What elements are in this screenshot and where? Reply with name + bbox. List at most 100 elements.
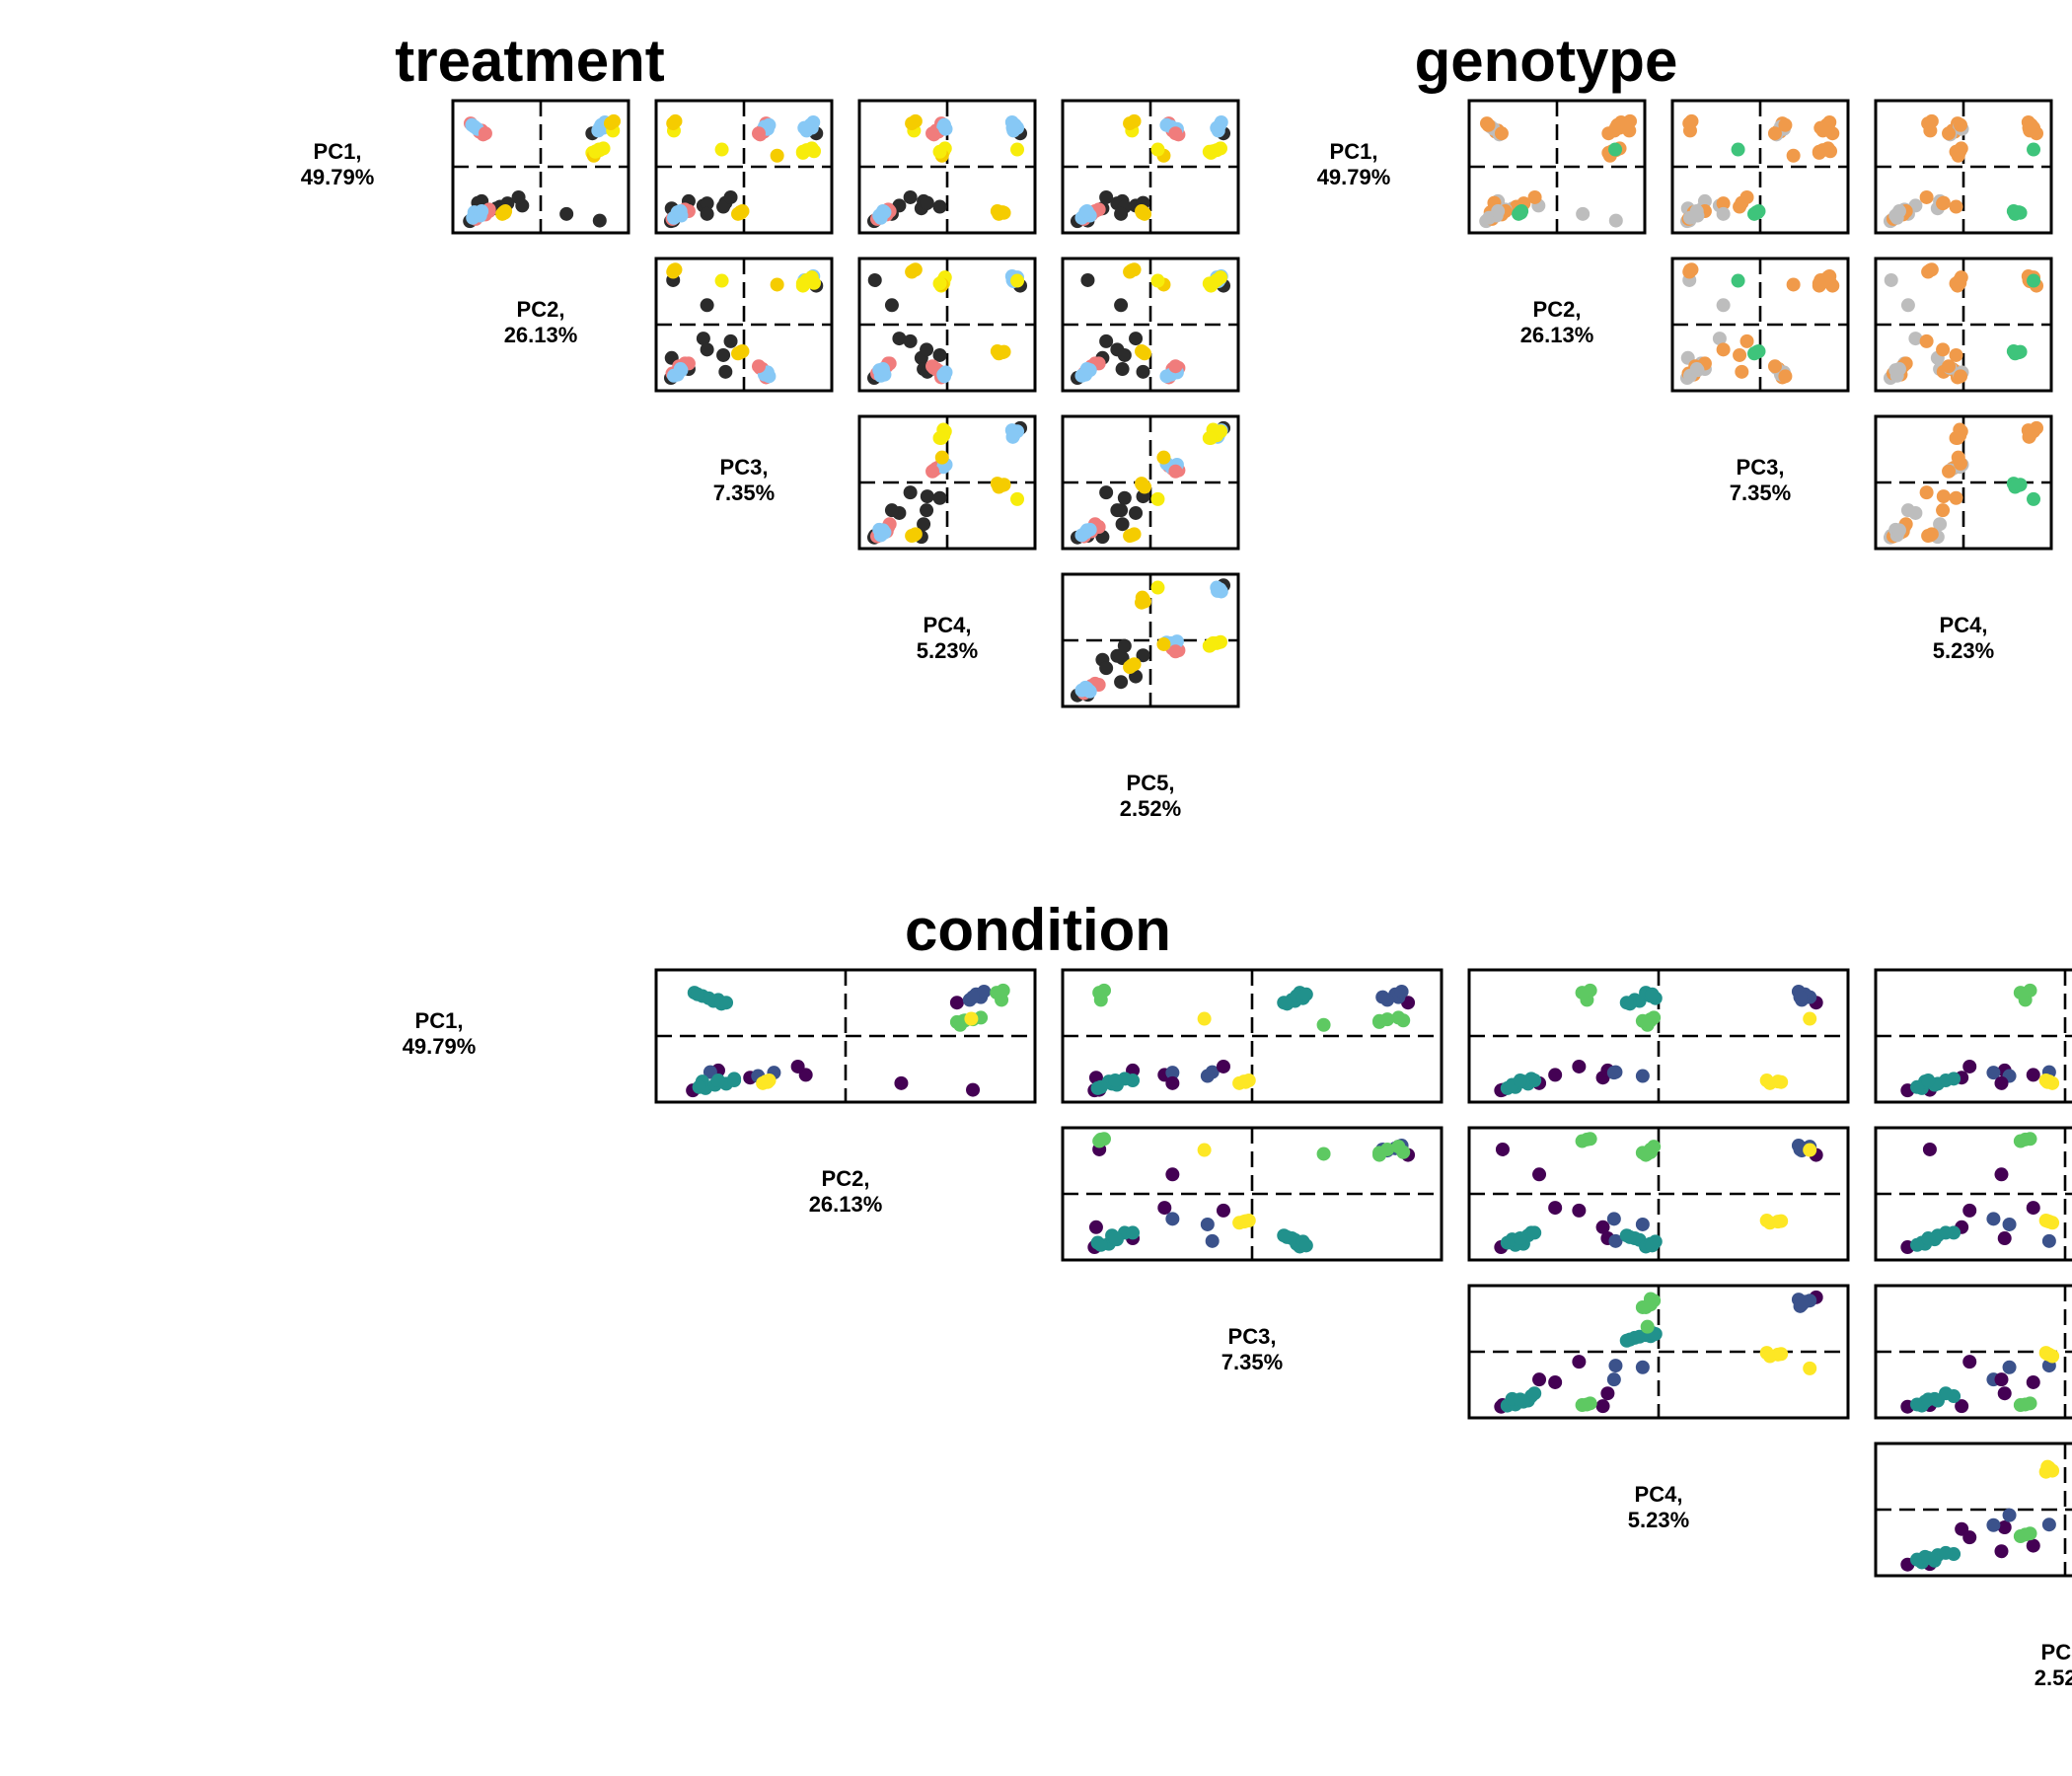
data-point (1645, 987, 1660, 1001)
subplot-pc5-vs-pc1 (1874, 968, 2072, 1104)
data-point (949, 996, 964, 1010)
subplot-pc4-vs-pc1 (857, 99, 1037, 235)
data-point (1962, 1059, 1977, 1073)
subplot-pc4-vs-pc3 (1467, 1284, 1850, 1420)
data-point (977, 984, 992, 999)
subplot-frame (1670, 99, 1850, 235)
data-point (1165, 1167, 1180, 1182)
data-point (996, 983, 1010, 998)
data-point (1939, 1225, 1954, 1240)
data-point (1762, 1075, 1777, 1090)
pc-label: PC2, 26.13% (504, 297, 578, 347)
data-point (2040, 1214, 2055, 1228)
pc-label-name: PC1, (1330, 139, 1378, 164)
subplot-pc5-vs-pc3 (1061, 414, 1240, 551)
data-point (1623, 113, 1638, 128)
data-point (925, 359, 940, 374)
data-point (723, 189, 738, 204)
data-point (1010, 273, 1025, 288)
data-point (795, 144, 810, 159)
data-point (1910, 1079, 1925, 1094)
data-point (1099, 661, 1114, 676)
data-point (1813, 120, 1828, 135)
data-point (2027, 491, 2041, 506)
data-point (2013, 478, 2028, 492)
subplot-frame (1061, 257, 1240, 393)
subplot-pc5-vs-pc2 (1874, 1126, 2072, 1262)
data-point (1168, 359, 1183, 374)
data-point (1924, 113, 1939, 128)
subplot-frame (857, 99, 1037, 235)
data-point (1127, 657, 1142, 672)
pc-label-variance: 49.79% (301, 165, 375, 189)
subplot-frame (1874, 414, 2053, 551)
data-point (875, 523, 890, 538)
data-point (1165, 1212, 1180, 1226)
data-point (1150, 491, 1165, 506)
subplot-pc4-vs-pc2 (1874, 257, 2053, 393)
data-point (1716, 206, 1731, 221)
data-point (2023, 1132, 2037, 1147)
data-point (1157, 1201, 1172, 1216)
subplot-pc2-vs-pc1 (654, 968, 1037, 1104)
data-point (1548, 1201, 1563, 1216)
data-point (1608, 1065, 1623, 1079)
data-point (1238, 1074, 1253, 1089)
data-point (1762, 1349, 1777, 1364)
data-point (1608, 120, 1623, 135)
data-point (1921, 1392, 1936, 1407)
data-point (2022, 429, 2036, 444)
pc-label: PC4, 5.23% (1628, 1482, 1689, 1532)
data-point (1949, 430, 1963, 445)
data-point (1936, 489, 1951, 504)
data-point (1216, 1203, 1230, 1218)
data-point (1159, 117, 1174, 132)
data-point (1689, 204, 1704, 219)
data-point (997, 478, 1011, 492)
data-point (1117, 490, 1132, 505)
data-point (1127, 113, 1142, 128)
data-point (1619, 1228, 1634, 1243)
subplot-pc5-vs-pc3 (1874, 1284, 2072, 1420)
subplot-frame (654, 99, 834, 235)
data-point (1949, 144, 1963, 159)
data-point (1774, 1074, 1789, 1089)
pc-label: PC5,2.52% (1120, 771, 1181, 821)
data-point (691, 987, 705, 1001)
data-point (1202, 638, 1217, 653)
data-point (2026, 1201, 2040, 1216)
data-point (997, 205, 1011, 220)
data-point (716, 199, 731, 214)
data-point (1156, 636, 1171, 651)
data-point (1936, 342, 1951, 357)
data-point (1731, 273, 1745, 288)
subplot-frame (1061, 572, 1240, 708)
data-point (1391, 1140, 1406, 1154)
data-point (1576, 206, 1591, 221)
data-point (1936, 195, 1951, 210)
pc-label-variance: 7.35% (1730, 481, 1791, 505)
data-point (937, 369, 952, 384)
data-point (1211, 120, 1225, 135)
data-point (1129, 505, 1144, 520)
data-point (1767, 126, 1782, 141)
data-point (932, 430, 947, 445)
data-point (892, 332, 907, 346)
pc-label-variance: 2.52% (1120, 796, 1181, 821)
data-point (1005, 120, 1020, 135)
data-point (1375, 990, 1390, 1004)
subplot-pc5-vs-pc1 (1061, 99, 1240, 235)
data-point (1391, 1010, 1406, 1025)
data-point (1150, 273, 1165, 288)
data-point (1513, 1392, 1527, 1407)
data-point (475, 204, 489, 219)
data-point (762, 117, 777, 132)
pc-label-name: PC2, (822, 1166, 870, 1191)
data-point (1778, 117, 1793, 132)
data-point (1527, 189, 1542, 204)
data-point (2022, 120, 2036, 135)
data-point (723, 333, 738, 348)
pc-label-variance: 26.13% (1520, 323, 1594, 347)
data-point (1716, 196, 1731, 211)
data-point (1150, 580, 1165, 595)
